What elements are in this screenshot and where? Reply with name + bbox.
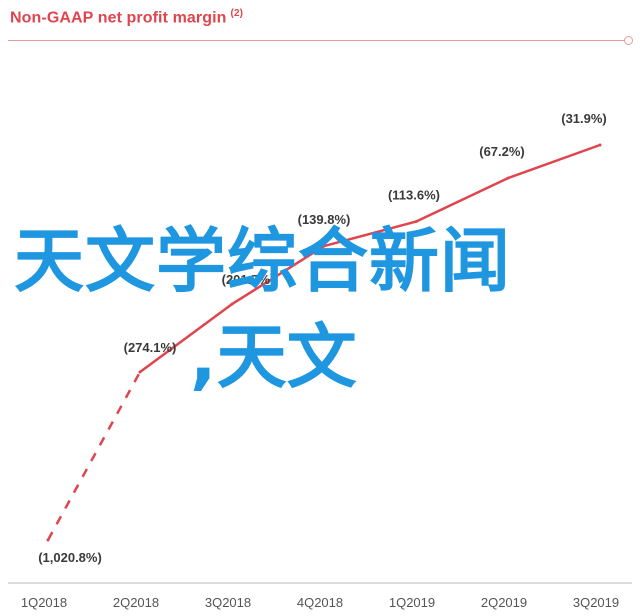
series-line-dashed-segment [46, 371, 142, 541]
data-label: (139.8%) [298, 212, 351, 227]
chart-title-text: Non-GAAP net profit margin [10, 9, 227, 27]
data-point [230, 302, 234, 306]
series-line [139, 143, 601, 374]
x-tick-label: 4Q2018 [297, 595, 343, 610]
data-point [414, 220, 418, 224]
x-tick-label: 2Q2019 [481, 595, 527, 610]
data-point [138, 370, 142, 374]
x-tick-label: 3Q2018 [205, 595, 251, 610]
title-rule [8, 40, 630, 41]
data-label: (67.2%) [479, 144, 525, 159]
watermark-overlay-text: 天文学综合新闻 [14, 220, 511, 302]
chart-title-footnote: (2) [230, 8, 244, 19]
x-tick-label: 1Q2019 [389, 595, 435, 610]
data-point [322, 244, 326, 248]
data-label: (201.7%) [222, 272, 275, 287]
data-label: (31.9%) [561, 111, 607, 126]
data-point [46, 538, 50, 542]
title-rule-dot [624, 36, 633, 45]
x-tick-label: 2Q2018 [113, 595, 159, 610]
data-point [506, 176, 510, 180]
x-tick-label: 3Q2019 [573, 595, 619, 610]
chart-title: Non-GAAP net profit margin (2) [10, 8, 243, 27]
data-label: (113.6%) [388, 188, 440, 203]
x-tick-label: 1Q2018 [21, 595, 67, 610]
data-label: (1,020.8%) [38, 550, 102, 565]
data-label: (274.1%) [124, 340, 177, 355]
watermark-overlay-subtext: ,天文 [190, 316, 357, 398]
data-point [598, 143, 602, 147]
